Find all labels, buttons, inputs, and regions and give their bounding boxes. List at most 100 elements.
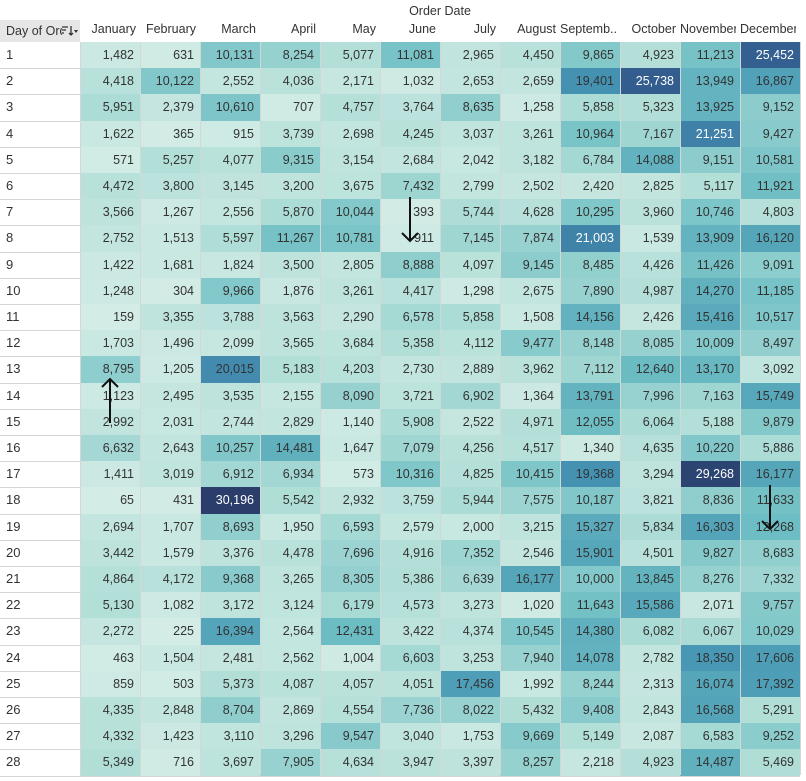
heatmap-cell[interactable]: 4,987: [620, 277, 680, 304]
heatmap-cell[interactable]: 4,634: [320, 749, 380, 776]
heatmap-cell[interactable]: 1,004: [320, 644, 380, 671]
heatmap-cell[interactable]: 14,088: [620, 146, 680, 173]
heatmap-cell[interactable]: 9,091: [740, 251, 800, 278]
heatmap-cell[interactable]: 2,155: [260, 382, 320, 409]
heatmap-cell[interactable]: 3,110: [200, 723, 260, 750]
heatmap-cell[interactable]: 4,478: [260, 539, 320, 566]
heatmap-cell[interactable]: 8,485: [560, 251, 620, 278]
heatmap-cell[interactable]: 2,730: [380, 356, 440, 383]
heatmap-cell[interactable]: 2,272: [80, 618, 140, 645]
heatmap-cell[interactable]: 16,177: [500, 566, 560, 593]
heatmap-cell[interactable]: 10,009: [680, 330, 740, 357]
heatmap-cell[interactable]: 5,149: [560, 723, 620, 750]
heatmap-cell[interactable]: 1,422: [80, 251, 140, 278]
heatmap-cell[interactable]: 2,481: [200, 644, 260, 671]
heatmap-cell[interactable]: 8,704: [200, 697, 260, 724]
heatmap-cell[interactable]: 9,151: [680, 146, 740, 173]
heatmap-cell[interactable]: 716: [140, 749, 200, 776]
heatmap-cell[interactable]: 7,167: [620, 120, 680, 147]
heatmap-cell[interactable]: 5,858: [560, 94, 620, 121]
heatmap-cell[interactable]: 11,426: [680, 251, 740, 278]
heatmap-cell[interactable]: 1,267: [140, 199, 200, 226]
heatmap-cell[interactable]: 10,187: [560, 487, 620, 514]
heatmap-cell[interactable]: 25,452: [740, 42, 800, 69]
heatmap-cell[interactable]: 7,332: [740, 566, 800, 593]
heatmap-cell[interactable]: 7,890: [560, 277, 620, 304]
heatmap-cell[interactable]: 573: [320, 461, 380, 488]
column-header[interactable]: February: [145, 22, 196, 36]
heatmap-cell[interactable]: 4,051: [380, 670, 440, 697]
heatmap-cell[interactable]: 1,020: [500, 592, 560, 619]
heatmap-cell[interactable]: 3,265: [260, 566, 320, 593]
heatmap-cell[interactable]: 2,848: [140, 697, 200, 724]
heatmap-cell[interactable]: 13,170: [680, 356, 740, 383]
heatmap-cell[interactable]: 14,380: [560, 618, 620, 645]
heatmap-cell[interactable]: 8,836: [680, 487, 740, 514]
heatmap-cell[interactable]: 6,179: [320, 592, 380, 619]
heatmap-cell[interactable]: 13,791: [560, 382, 620, 409]
heatmap-cell[interactable]: 1,753: [440, 723, 500, 750]
heatmap-cell[interactable]: 2,869: [260, 697, 320, 724]
heatmap-cell[interactable]: 4,097: [440, 251, 500, 278]
heatmap-cell[interactable]: 4,517: [500, 435, 560, 462]
heatmap-cell[interactable]: 8,254: [260, 42, 320, 69]
heatmap-cell[interactable]: 14,487: [680, 749, 740, 776]
heatmap-cell[interactable]: 1,140: [320, 408, 380, 435]
heatmap-cell[interactable]: 2,843: [620, 697, 680, 724]
heatmap-cell[interactable]: 29,268: [680, 461, 740, 488]
heatmap-cell[interactable]: 3,960: [620, 199, 680, 226]
heatmap-cell[interactable]: 3,294: [620, 461, 680, 488]
heatmap-cell[interactable]: 6,578: [380, 304, 440, 331]
heatmap-cell[interactable]: 1,411: [80, 461, 140, 488]
heatmap-cell[interactable]: 3,697: [200, 749, 260, 776]
heatmap-cell[interactable]: 8,693: [200, 513, 260, 540]
heatmap-cell[interactable]: 3,675: [320, 173, 380, 200]
heatmap-cell[interactable]: 5,358: [380, 330, 440, 357]
heatmap-cell[interactable]: 9,827: [680, 539, 740, 566]
heatmap-cell[interactable]: 3,092: [740, 356, 800, 383]
heatmap-cell[interactable]: 10,415: [500, 461, 560, 488]
heatmap-cell[interactable]: 4,916: [380, 539, 440, 566]
heatmap-cell[interactable]: 2,495: [140, 382, 200, 409]
column-header[interactable]: March: [221, 22, 256, 36]
heatmap-cell[interactable]: 2,426: [620, 304, 680, 331]
heatmap-cell[interactable]: 3,684: [320, 330, 380, 357]
heatmap-cell[interactable]: 4,057: [320, 670, 380, 697]
heatmap-cell[interactable]: 14,481: [260, 435, 320, 462]
heatmap-cell[interactable]: 8,257: [500, 749, 560, 776]
heatmap-cell[interactable]: 11,213: [680, 42, 740, 69]
heatmap-cell[interactable]: 1,647: [320, 435, 380, 462]
heatmap-cell[interactable]: 14,156: [560, 304, 620, 331]
heatmap-cell[interactable]: 5,386: [380, 566, 440, 593]
heatmap-cell[interactable]: 3,253: [440, 644, 500, 671]
heatmap-cell[interactable]: 1,364: [500, 382, 560, 409]
heatmap-cell[interactable]: 16,394: [200, 618, 260, 645]
heatmap-cell[interactable]: 4,554: [320, 697, 380, 724]
heatmap-cell[interactable]: 3,154: [320, 146, 380, 173]
heatmap-cell[interactable]: 15,901: [560, 539, 620, 566]
heatmap-cell[interactable]: 11,921: [740, 173, 800, 200]
heatmap-cell[interactable]: 3,397: [440, 749, 500, 776]
heatmap-cell[interactable]: 19,368: [560, 461, 620, 488]
column-header[interactable]: January: [91, 22, 136, 36]
heatmap-cell[interactable]: 1,992: [500, 670, 560, 697]
heatmap-cell[interactable]: 2,643: [140, 435, 200, 462]
heatmap-cell[interactable]: 4,971: [500, 408, 560, 435]
heatmap-cell[interactable]: 4,036: [260, 68, 320, 95]
heatmap-cell[interactable]: 3,442: [80, 539, 140, 566]
column-header[interactable]: August: [517, 22, 556, 36]
heatmap-cell[interactable]: 5,291: [740, 697, 800, 724]
heatmap-cell[interactable]: 9,252: [740, 723, 800, 750]
heatmap-cell[interactable]: 4,172: [140, 566, 200, 593]
heatmap-cell[interactable]: 4,864: [80, 566, 140, 593]
heatmap-cell[interactable]: 5,349: [80, 749, 140, 776]
heatmap-cell[interactable]: 1,703: [80, 330, 140, 357]
heatmap-cell[interactable]: 10,781: [320, 225, 380, 252]
heatmap-cell[interactable]: 5,323: [620, 94, 680, 121]
heatmap-cell[interactable]: 1,824: [200, 251, 260, 278]
heatmap-cell[interactable]: 2,522: [440, 408, 500, 435]
heatmap-cell[interactable]: 2,653: [440, 68, 500, 95]
heatmap-cell[interactable]: 5,542: [260, 487, 320, 514]
heatmap-cell[interactable]: 2,579: [380, 513, 440, 540]
heatmap-cell[interactable]: 16,303: [680, 513, 740, 540]
